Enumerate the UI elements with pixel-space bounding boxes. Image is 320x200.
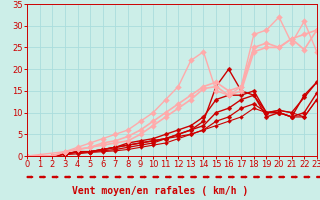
Text: Vent moyen/en rafales ( km/h ): Vent moyen/en rafales ( km/h ) <box>72 186 248 196</box>
